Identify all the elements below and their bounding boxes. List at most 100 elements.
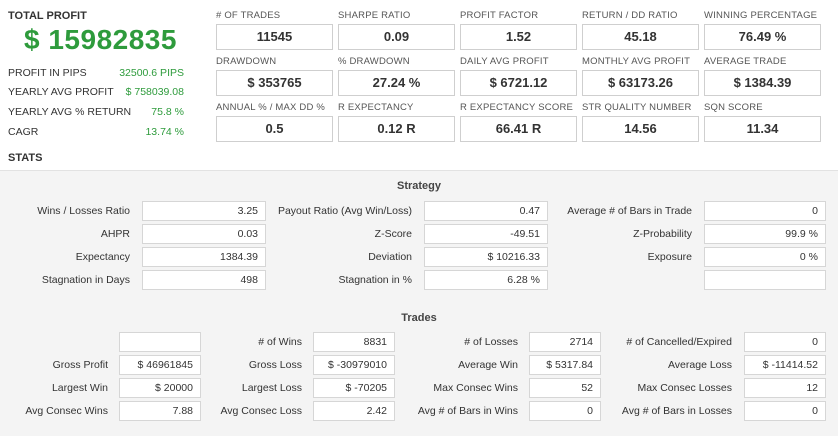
metric-label: SQN SCORE	[704, 102, 763, 113]
summary-value: $ 758039.08	[125, 86, 184, 98]
metric-value: 66.41 R	[460, 116, 577, 142]
strategy-value: $ 10216.33	[424, 247, 548, 267]
trades-value	[119, 332, 201, 352]
trades-value: 8831	[313, 332, 395, 352]
summary-row-yearly-avg-profit: YEARLY AVG PROFIT $ 758039.08	[8, 86, 184, 98]
trades-label: # of Losses	[464, 336, 518, 348]
metric-annual-max-dd: ANNUAL % / MAX DD % 0.5	[216, 102, 333, 142]
metric-value: $ 353765	[216, 70, 333, 96]
metric-label: ANNUAL % / MAX DD %	[216, 102, 326, 113]
metric-value: 0.12 R	[338, 116, 455, 142]
metric-label: PROFIT FACTOR	[460, 10, 539, 21]
trades-label: Average Win	[458, 359, 518, 371]
trades-label: # of Cancelled/Expired	[626, 336, 732, 348]
summary-label: PROFIT IN PIPS	[8, 67, 87, 79]
summary-value: 13.74 %	[145, 126, 184, 138]
trades-label: Gross Profit	[52, 359, 108, 371]
strategy-title: Strategy	[396, 180, 442, 192]
strategy-label: Exposure	[647, 251, 692, 263]
summary-row-yearly-avg-return: YEARLY AVG % RETURN 75.8 %	[8, 106, 184, 118]
trades-value: $ -70205	[313, 378, 395, 398]
metric-label: # OF TRADES	[216, 10, 281, 21]
trades-value: $ 5317.84	[529, 355, 601, 375]
metric-value: 0.09	[338, 24, 455, 50]
metric-label: R EXPECTANCY	[338, 102, 414, 113]
metric-label: % DRAWDOWN	[338, 56, 410, 67]
strategy-label: Z-Probability	[633, 228, 692, 240]
metric-value: 0.5	[216, 116, 333, 142]
total-profit-value: $ 15982835	[24, 24, 177, 55]
metric-value: $ 63173.26	[582, 70, 699, 96]
trades-label: Gross Loss	[248, 359, 302, 371]
strategy-label: Wins / Losses Ratio	[37, 205, 130, 217]
trades-label: Max Consec Losses	[637, 382, 732, 394]
metric-percent-drawdown: % DRAWDOWN 27.24 %	[338, 56, 455, 96]
metric-value: 27.24 %	[338, 70, 455, 96]
summary-label: YEARLY AVG PROFIT	[8, 86, 114, 98]
strategy-value: 6.28 %	[424, 270, 548, 290]
metric-value: 11.34	[704, 116, 821, 142]
metric-value: 11545	[216, 24, 333, 50]
metric-num-trades: # OF TRADES 11545	[216, 10, 333, 50]
summary-row-profit-pips: PROFIT IN PIPS 32500.6 PIPS	[8, 67, 184, 79]
strategy-value: 498	[142, 270, 266, 290]
trades-value: 0	[744, 332, 826, 352]
trades-value: 0	[529, 401, 601, 421]
metric-value: 45.18	[582, 24, 699, 50]
trades-value: $ -30979010	[313, 355, 395, 375]
trades-label: Avg # of Bars in Losses	[621, 405, 732, 417]
metric-label: SHARPE RATIO	[338, 10, 411, 21]
trades-label: Largest Loss	[241, 382, 302, 394]
stats-title: STATS	[8, 152, 43, 164]
metric-label: RETURN / DD RATIO	[582, 10, 678, 21]
metric-value: $ 6721.12	[460, 70, 577, 96]
trades-value: 52	[529, 378, 601, 398]
metric-monthly-avg-profit: MONTHLY AVG PROFIT $ 63173.26	[582, 56, 699, 96]
metric-str-quality-number: STR QUALITY NUMBER 14.56	[582, 102, 699, 142]
trades-value: $ -11414.52	[744, 355, 826, 375]
strategy-value	[704, 270, 826, 290]
trades-label: # of Wins	[258, 336, 302, 348]
metric-label: AVERAGE TRADE	[704, 56, 787, 67]
metric-return-dd-ratio: RETURN / DD RATIO 45.18	[582, 10, 699, 50]
summary-value: 75.8 %	[151, 106, 184, 118]
metric-r-expectancy: R EXPECTANCY 0.12 R	[338, 102, 455, 142]
trades-label: Max Consec Wins	[433, 382, 518, 394]
metric-drawdown: DRAWDOWN $ 353765	[216, 56, 333, 96]
summary-value: 32500.6 PIPS	[119, 67, 184, 79]
strategy-label: Stagnation in Days	[41, 274, 130, 286]
strategy-label: Expectancy	[75, 251, 130, 263]
metric-sharpe-ratio: SHARPE RATIO 0.09	[338, 10, 455, 50]
metric-label: MONTHLY AVG PROFIT	[582, 56, 691, 67]
strategy-label: Z-Score	[374, 228, 412, 240]
metric-average-trade: AVERAGE TRADE $ 1384.39	[704, 56, 821, 96]
strategy-value: 3.25	[142, 201, 266, 221]
strategy-label: Payout Ratio (Avg Win/Loss)	[277, 205, 412, 217]
metric-label: DAILY AVG PROFIT	[460, 56, 549, 67]
metric-label: WINNING PERCENTAGE	[704, 10, 818, 21]
metric-value: 1.52	[460, 24, 577, 50]
strategy-value: 99.9 %	[704, 224, 826, 244]
trades-value: 0	[744, 401, 826, 421]
metric-profit-factor: PROFIT FACTOR 1.52	[460, 10, 577, 50]
trades-value: $ 46961845	[119, 355, 201, 375]
trades-value: $ 20000	[119, 378, 201, 398]
trades-title: Trades	[401, 312, 437, 324]
strategy-label: AHPR	[100, 228, 130, 240]
metric-value: 14.56	[582, 116, 699, 142]
metric-winning-percentage: WINNING PERCENTAGE 76.49 %	[704, 10, 821, 50]
summary-label: YEARLY AVG % RETURN	[8, 106, 132, 118]
trades-label: Avg # of Bars in Wins	[417, 405, 518, 417]
strategy-value: 0.47	[424, 201, 548, 221]
metric-daily-avg-profit: DAILY AVG PROFIT $ 6721.12	[460, 56, 577, 96]
strategy-value: 0.03	[142, 224, 266, 244]
trades-label: Avg Consec Wins	[25, 405, 108, 417]
total-profit-label: TOTAL PROFIT	[8, 10, 87, 22]
strategy-value: 0	[704, 201, 826, 221]
trades-label: Avg Consec Loss	[220, 405, 302, 417]
stats-panel: Strategy Wins / Losses Ratio 3.25 Payout…	[0, 170, 838, 436]
strategy-label: Average # of Bars in Trade	[567, 205, 692, 217]
strategy-value: -49.51	[424, 224, 548, 244]
metric-label: R EXPECTANCY SCORE	[460, 102, 574, 113]
metric-value: 76.49 %	[704, 24, 821, 50]
